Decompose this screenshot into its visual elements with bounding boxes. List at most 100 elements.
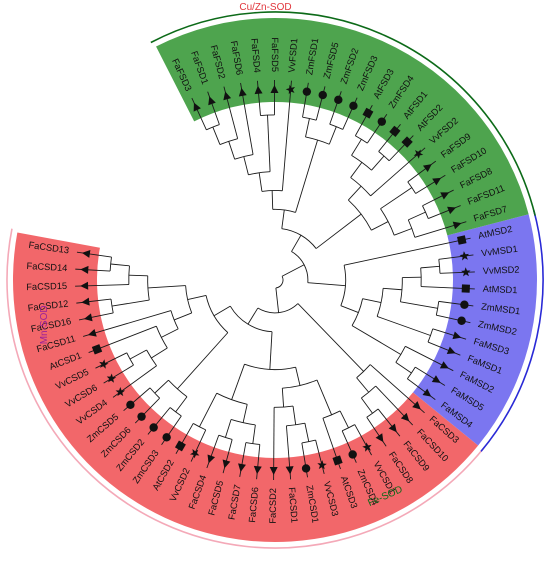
- branch: [362, 298, 382, 304]
- sector-cu: [13, 232, 479, 542]
- star-marker: [413, 149, 424, 159]
- branch: [267, 115, 271, 172]
- circle-marker: [318, 90, 327, 100]
- branch: [151, 347, 168, 359]
- branch: [242, 404, 248, 423]
- branch: [297, 303, 364, 372]
- branch-arc: [420, 267, 422, 287]
- square-marker: [174, 440, 186, 452]
- branch: [252, 424, 256, 444]
- triangle-marker: [222, 459, 231, 469]
- triangle-marker: [83, 313, 93, 322]
- circle-marker: [377, 117, 387, 126]
- star-marker: [317, 460, 327, 470]
- branch-arc: [219, 138, 238, 145]
- branch: [395, 361, 412, 374]
- branch: [175, 396, 188, 413]
- branch: [394, 228, 413, 236]
- triangle-marker: [432, 177, 442, 186]
- branch: [328, 126, 337, 145]
- triangle-marker: [270, 85, 279, 94]
- branch: [356, 377, 370, 393]
- star-marker: [115, 387, 126, 397]
- branch: [354, 424, 372, 456]
- branch: [281, 264, 305, 277]
- branch-arc: [109, 256, 112, 272]
- branch: [347, 185, 362, 201]
- circle-marker: [162, 433, 171, 442]
- triangle-marker: [193, 102, 201, 112]
- triangle-marker: [81, 250, 91, 258]
- circle-marker: [349, 101, 358, 111]
- triangle-marker: [207, 454, 216, 464]
- leaf-label: FaFSD5: [270, 37, 280, 72]
- triangle-marker: [452, 221, 462, 230]
- branch: [408, 211, 426, 221]
- branch: [177, 332, 229, 390]
- branch: [295, 367, 301, 386]
- leaf-label: VvMSD1: [481, 244, 519, 259]
- branch: [154, 379, 169, 394]
- branch: [291, 234, 302, 252]
- leaf-label: FaCSD2: [268, 488, 278, 524]
- branch-arc: [281, 228, 317, 249]
- branch: [213, 305, 231, 317]
- branch: [199, 393, 218, 428]
- branch: [212, 126, 221, 145]
- star-marker: [461, 267, 471, 277]
- branch-arc: [291, 251, 309, 283]
- branch-arc: [407, 219, 416, 238]
- triangle-marker: [447, 206, 457, 215]
- branch-arc: [128, 265, 130, 285]
- branch: [370, 147, 426, 197]
- circle-marker: [126, 400, 135, 410]
- branch-arc: [244, 363, 296, 370]
- branch: [371, 155, 385, 171]
- branch-arc: [348, 199, 372, 231]
- group-label-cu-zn-sod: Cu/Zn-SOD: [239, 2, 291, 13]
- branch: [316, 379, 333, 415]
- circle-marker: [302, 87, 312, 96]
- circle-marker: [334, 95, 343, 105]
- branch: [295, 139, 318, 213]
- branch-arc: [406, 366, 416, 379]
- triangle-marker: [208, 96, 216, 106]
- triangle-marker: [422, 164, 432, 173]
- star-marker: [189, 449, 200, 459]
- leaf-label: FaFSD4: [249, 38, 262, 73]
- branch: [360, 397, 373, 414]
- branch-arc: [282, 379, 318, 389]
- branch: [420, 265, 440, 269]
- branch: [380, 187, 413, 210]
- branch: [224, 419, 232, 438]
- branch: [376, 316, 431, 336]
- branch: [228, 141, 236, 160]
- branch-arc: [376, 288, 384, 317]
- branch: [271, 190, 274, 210]
- leaf-label: FaCSD14: [26, 261, 67, 273]
- branch: [383, 287, 402, 291]
- triangle-marker: [440, 192, 450, 200]
- circle-marker: [149, 423, 158, 432]
- branch: [315, 439, 325, 474]
- branch-arc: [170, 310, 179, 330]
- leaf-label: VvMSD2: [483, 265, 520, 276]
- triangle-marker: [375, 433, 384, 443]
- branch: [103, 364, 134, 384]
- group-label-mn-sod: Mn-SOD: [39, 305, 50, 344]
- branch-arc: [257, 303, 299, 314]
- square-marker: [461, 284, 470, 293]
- leaf-label: FaCSD1: [287, 487, 300, 523]
- branch: [243, 156, 249, 175]
- triangle-marker: [254, 85, 263, 95]
- leaf-label: VvFSD1: [287, 38, 300, 73]
- triangle-marker: [253, 465, 262, 475]
- group-outer-arcs: [6, 11, 544, 549]
- triangle-marker: [452, 331, 462, 340]
- branch: [111, 299, 150, 307]
- triangle-marker: [87, 328, 97, 337]
- square-marker: [332, 455, 343, 466]
- branch-arc: [229, 305, 273, 333]
- branch: [95, 352, 128, 369]
